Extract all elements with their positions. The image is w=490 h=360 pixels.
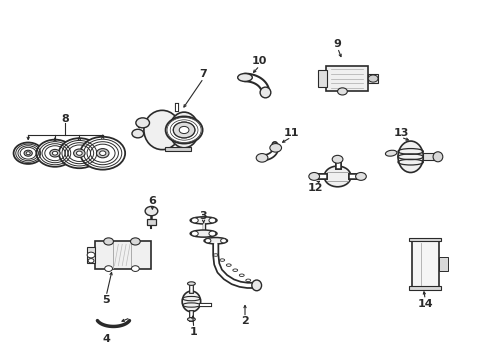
- Bar: [439, 257, 448, 271]
- Circle shape: [76, 151, 82, 155]
- Circle shape: [368, 75, 378, 82]
- Text: 3: 3: [200, 211, 207, 221]
- Ellipse shape: [260, 87, 271, 98]
- Ellipse shape: [182, 291, 201, 312]
- Circle shape: [173, 122, 195, 138]
- Bar: [326, 66, 368, 91]
- Circle shape: [131, 266, 139, 271]
- Circle shape: [209, 218, 216, 223]
- Bar: [368, 74, 378, 83]
- Bar: [409, 238, 441, 242]
- Circle shape: [99, 151, 106, 156]
- Circle shape: [256, 154, 268, 162]
- Circle shape: [192, 218, 198, 223]
- Circle shape: [87, 252, 95, 258]
- Circle shape: [74, 149, 85, 157]
- Circle shape: [59, 138, 100, 168]
- Circle shape: [24, 150, 32, 156]
- Ellipse shape: [252, 280, 262, 291]
- Ellipse shape: [204, 238, 227, 244]
- Bar: [95, 242, 151, 269]
- Circle shape: [132, 129, 144, 138]
- Bar: [423, 153, 438, 160]
- Circle shape: [97, 149, 109, 158]
- Circle shape: [104, 238, 114, 245]
- Circle shape: [50, 149, 60, 157]
- Text: 2: 2: [241, 316, 249, 327]
- Ellipse shape: [386, 150, 397, 156]
- Circle shape: [130, 238, 140, 245]
- Circle shape: [332, 156, 343, 163]
- Text: 13: 13: [393, 128, 409, 138]
- Text: 5: 5: [102, 296, 110, 305]
- Ellipse shape: [324, 166, 351, 187]
- Text: 6: 6: [148, 196, 156, 206]
- Circle shape: [205, 239, 211, 243]
- Circle shape: [270, 144, 282, 152]
- Circle shape: [52, 151, 58, 155]
- Bar: [87, 247, 96, 263]
- Ellipse shape: [170, 112, 199, 148]
- Circle shape: [338, 88, 347, 95]
- Circle shape: [105, 266, 113, 271]
- Text: 12: 12: [308, 183, 323, 193]
- Circle shape: [356, 172, 367, 180]
- Text: 9: 9: [334, 39, 342, 49]
- Circle shape: [14, 143, 43, 164]
- Circle shape: [179, 126, 189, 134]
- Ellipse shape: [188, 318, 196, 321]
- Text: 1: 1: [190, 327, 198, 337]
- Bar: [165, 147, 192, 151]
- Bar: [412, 241, 439, 287]
- Circle shape: [192, 231, 198, 236]
- Text: 4: 4: [102, 334, 110, 344]
- Text: 7: 7: [200, 69, 207, 79]
- Ellipse shape: [398, 141, 423, 172]
- Ellipse shape: [238, 73, 252, 81]
- Text: 10: 10: [252, 57, 268, 66]
- Circle shape: [145, 206, 158, 216]
- Circle shape: [309, 172, 319, 180]
- Bar: [409, 287, 441, 290]
- Circle shape: [136, 118, 149, 128]
- Bar: [147, 219, 156, 225]
- Circle shape: [209, 231, 216, 236]
- Circle shape: [88, 258, 94, 263]
- Circle shape: [80, 137, 125, 170]
- Ellipse shape: [190, 217, 217, 224]
- Circle shape: [166, 116, 202, 144]
- Bar: [318, 70, 327, 87]
- Ellipse shape: [190, 230, 217, 237]
- Text: 8: 8: [62, 113, 69, 123]
- Ellipse shape: [144, 111, 180, 150]
- Text: 14: 14: [417, 298, 433, 309]
- Circle shape: [36, 140, 74, 167]
- Ellipse shape: [433, 152, 443, 162]
- Circle shape: [220, 239, 226, 243]
- Ellipse shape: [188, 282, 196, 285]
- Circle shape: [26, 152, 30, 155]
- Text: 11: 11: [284, 128, 299, 138]
